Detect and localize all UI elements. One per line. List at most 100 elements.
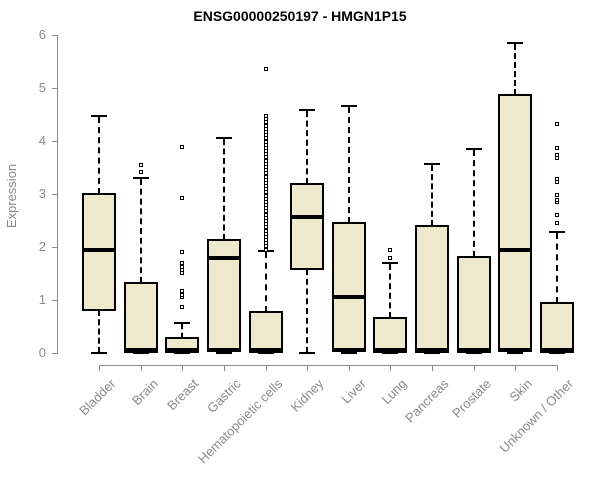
whisker-cap-lower [133, 352, 149, 354]
whisker-cap-upper [174, 321, 190, 324]
outlier-point [555, 177, 559, 182]
outlier-point [180, 260, 184, 265]
x-axis-tick [432, 365, 433, 371]
whisker-cap-lower [174, 352, 190, 354]
outlier-point [388, 256, 392, 261]
whisker-upper [431, 164, 433, 226]
x-axis-tick [349, 365, 350, 371]
box-bladder [82, 193, 116, 311]
whisker-cap-upper [507, 42, 523, 45]
x-axis-tick [307, 365, 308, 371]
whisker-upper [98, 117, 100, 194]
whisker-cap-upper [549, 230, 565, 233]
whisker-lower [98, 309, 100, 353]
outlier-point [180, 249, 184, 254]
median-line [457, 348, 491, 353]
whisker-cap-upper [216, 136, 232, 139]
whisker-cap-lower [216, 352, 232, 354]
outlier-point [555, 198, 559, 203]
x-category-label: Lung [378, 376, 410, 408]
whisker-cap-lower [549, 352, 565, 354]
whisker-upper [140, 179, 142, 284]
y-tick-label: 4 [38, 133, 46, 148]
whisker-cap-lower [507, 352, 523, 354]
whisker-upper [223, 138, 225, 241]
outlier-point [555, 122, 559, 127]
median-line [540, 348, 574, 353]
x-axis-tick [390, 365, 391, 371]
whisker-cap-lower [299, 352, 315, 354]
box-liver [332, 222, 366, 353]
x-axis-tick [474, 365, 475, 371]
x-axis-tick [515, 365, 516, 371]
x-axis-tick [266, 365, 267, 371]
x-axis-line [99, 365, 558, 366]
whisker-cap-upper [424, 162, 440, 165]
median-line [124, 348, 158, 353]
whisker-upper [389, 263, 391, 318]
y-tick-label: 3 [38, 186, 46, 201]
median-line [290, 214, 324, 219]
y-axis-tick [52, 247, 57, 248]
y-axis-tick [52, 88, 57, 89]
whisker-upper [181, 323, 183, 339]
median-line [498, 248, 532, 253]
x-axis-tick [224, 365, 225, 371]
x-category-label: Unknown / Other [497, 376, 577, 456]
whisker-cap-lower [466, 352, 482, 354]
box-pancreas [415, 224, 449, 353]
y-axis-tick [52, 353, 57, 354]
y-axis-tick [52, 35, 57, 36]
chart-title: ENSG00000250197 - HMGN1P15 [193, 8, 407, 24]
median-line [82, 247, 116, 252]
median-line [415, 348, 449, 353]
outlier-point [555, 145, 559, 150]
whisker-upper [556, 232, 558, 304]
y-tick-label: 1 [38, 292, 46, 307]
x-category-label: Bladder [76, 376, 119, 419]
y-axis-tick [52, 194, 57, 195]
x-axis-tick [557, 365, 558, 371]
whisker-cap-upper [133, 177, 149, 180]
whisker-cap-upper [299, 109, 315, 112]
whisker-cap-lower [258, 352, 274, 354]
outlier-point [180, 264, 184, 269]
outlier-point [555, 152, 559, 157]
outlier-point [180, 196, 184, 201]
median-line [332, 295, 366, 300]
x-category-label: Breast [164, 376, 202, 414]
outlier-point [264, 66, 268, 71]
x-axis-tick [141, 365, 142, 371]
whisker-cap-upper [466, 148, 482, 151]
whisker-cap-lower [341, 352, 357, 354]
box-prostate [457, 256, 491, 353]
outlier-point [139, 162, 143, 167]
x-axis-tick [99, 365, 100, 371]
whisker-cap-lower [424, 352, 440, 354]
box-hematopoietic-cells [249, 311, 283, 353]
whisker-upper [514, 44, 516, 95]
x-category-label: Liver [338, 376, 369, 407]
x-axis-tick [182, 365, 183, 371]
outlier-point [180, 304, 184, 309]
outlier-point [264, 114, 268, 119]
box-kidney [290, 182, 324, 271]
box-brain [124, 282, 158, 353]
whisker-cap-upper [91, 115, 107, 118]
outlier-point [139, 169, 143, 174]
y-tick-label: 6 [38, 27, 46, 42]
x-category-label: Skin [506, 376, 535, 405]
whisker-cap-upper [341, 105, 357, 108]
whisker-lower [306, 269, 308, 353]
y-axis-line [57, 35, 58, 354]
box-skin [498, 93, 532, 353]
x-category-label: Gastric [203, 376, 244, 416]
x-category-label: Brain [128, 376, 161, 409]
outlier-point [555, 221, 559, 226]
y-tick-label: 2 [38, 239, 46, 254]
whisker-cap-lower [91, 352, 107, 354]
y-tick-label: 0 [38, 345, 46, 360]
whisker-upper [473, 150, 475, 258]
median-line [207, 256, 241, 261]
